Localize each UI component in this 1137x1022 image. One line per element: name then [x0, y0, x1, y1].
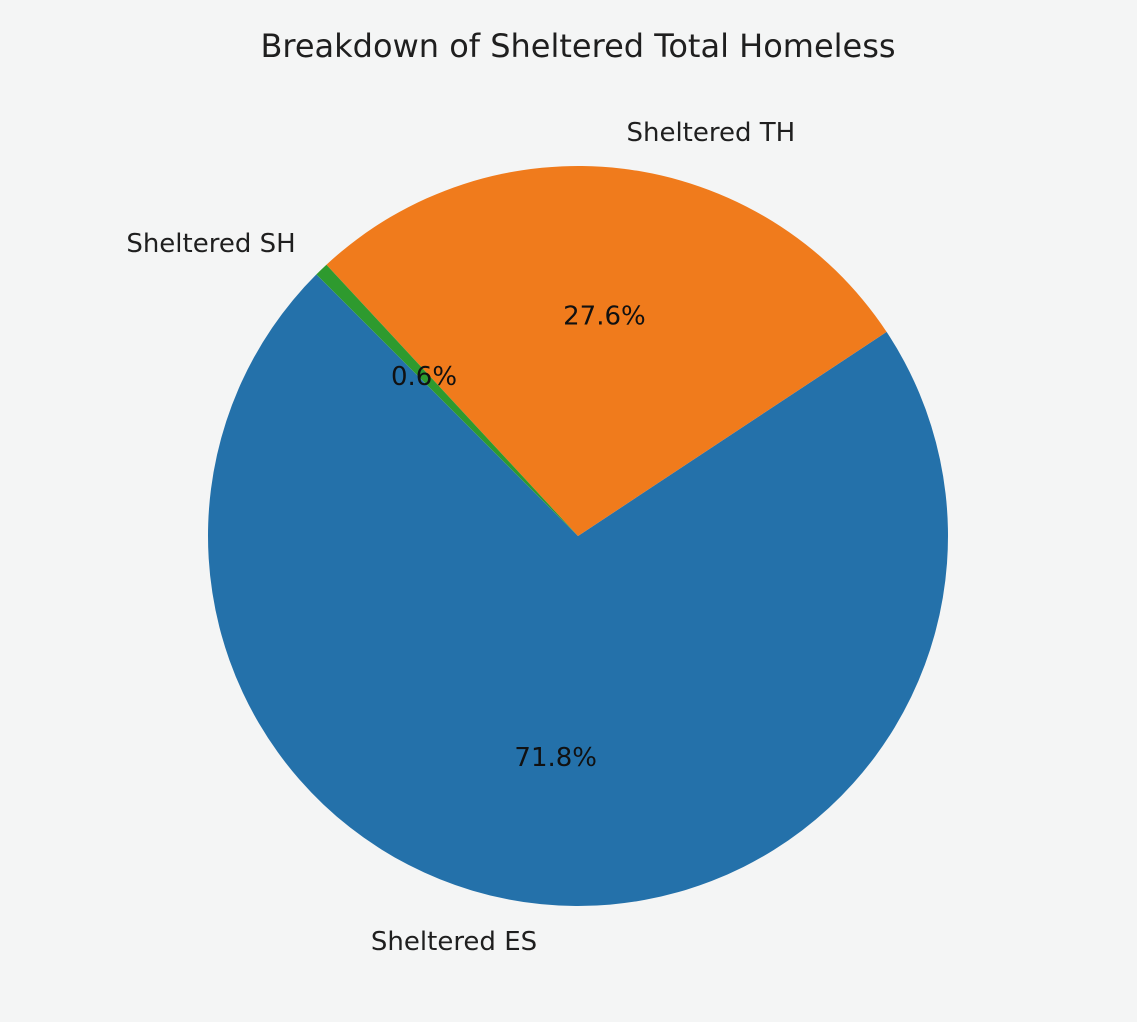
pct-label-sheltered-sh: 0.6%	[391, 362, 457, 392]
pie-slices	[207, 166, 948, 906]
slice-label-sheltered-es: Sheltered ES	[371, 927, 537, 957]
pie-slice-sheltered-th	[326, 166, 887, 536]
slice-label-sheltered-sh: Sheltered SH	[126, 229, 295, 259]
pie-slice-sheltered-es	[207, 274, 948, 906]
pie-slice-sheltered-sh	[316, 264, 578, 536]
pct-label-sheltered-th: 27.6%	[563, 302, 646, 332]
slice-label-sheltered-th: Sheltered TH	[626, 118, 795, 148]
chart-title: Breakdown of Sheltered Total Homeless	[260, 27, 895, 65]
pie-labels: Sheltered ES 71.8% Sheltered TH 27.6% Shelte…	[126, 118, 795, 957]
pct-label-sheltered-es: 71.8%	[514, 743, 597, 773]
